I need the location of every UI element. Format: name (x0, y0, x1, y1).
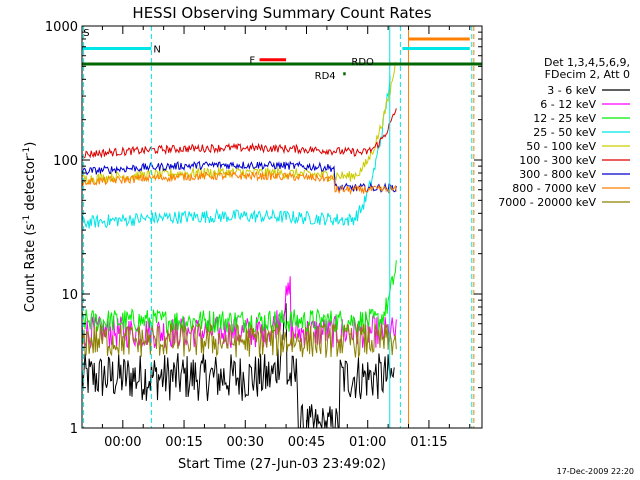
x-tick-label: 01:00 (349, 435, 386, 450)
x-axis-label: Start Time (27-Jun-03 23:49:02) (178, 457, 386, 472)
series-line-5 (82, 108, 397, 159)
legend-entry-label: 7000 - 20000 keV (498, 196, 596, 209)
series-line-6 (82, 160, 397, 194)
x-axis: 00:00 00:15 00:30 00:45 01:00 01:15 (101, 26, 471, 450)
y-tick-label: 1000 (45, 20, 78, 35)
y-axis-label-part-1: Count Rate (s (23, 224, 38, 313)
legend-entry-label: 25 - 50 keV (533, 126, 596, 139)
series-line-8 (82, 322, 397, 358)
legend-entry-label: 3 - 6 keV (547, 84, 596, 97)
series-line-4 (82, 61, 397, 185)
plot-area (82, 26, 482, 428)
legend-entry-label: 12 - 25 keV (533, 112, 596, 125)
y-axis: 1 10 100 1000 (45, 20, 482, 437)
series-line-3 (82, 75, 391, 229)
legend-entry-label: 50 - 100 keV (526, 140, 596, 153)
timestamp-footer: 17-Dec-2009 22:20 (557, 467, 634, 476)
legend-entry-label: 300 - 800 keV (519, 168, 596, 181)
y-axis-label-part-3: ) (23, 142, 38, 147)
flag-label-1: N (153, 44, 160, 55)
y-axis-label: Count Rate (s-1 detector-1) (22, 142, 38, 313)
y-tick-label: 10 (61, 288, 78, 303)
flag-label-4: F (249, 56, 255, 67)
legend-header-line-1: Det 1,3,4,5,6,9, (544, 56, 630, 69)
x-tick-label: 00:15 (165, 435, 202, 450)
legend-entry-label: 100 - 300 keV (519, 154, 596, 167)
legend: Det 1,3,4,5,6,9, FDecim 2, Att 0 3 - 6 k… (498, 56, 630, 209)
x-tick-label: 00:45 (288, 435, 325, 450)
flag-label-6: RD4 (315, 71, 336, 82)
series-line-0 (82, 303, 395, 428)
flag-label-0: S (83, 28, 89, 39)
legend-entry-label: 6 - 12 keV (540, 98, 596, 111)
x-tick-label: 00:00 (104, 435, 141, 450)
y-tick-label: 1 (70, 422, 78, 437)
y-axis-label-sup-2: -1 (22, 147, 32, 156)
y-tick-label: 100 (53, 154, 78, 169)
x-tick-label: 00:30 (227, 435, 264, 450)
chart-title: HESSI Observing Summary Count Rates (132, 4, 431, 22)
series-line-7 (82, 170, 397, 196)
plot-frame (81, 25, 483, 429)
legend-header-line-2: FDecim 2, Att 0 (545, 68, 630, 81)
legend-entry-label: 800 - 7000 keV (512, 182, 596, 195)
x-tick-label: 01:15 (410, 435, 447, 450)
y-axis-label-part-2: detector (23, 155, 38, 215)
y-axis-label-sup-1: -1 (22, 215, 32, 224)
flag-label-5: RDO (351, 57, 374, 68)
